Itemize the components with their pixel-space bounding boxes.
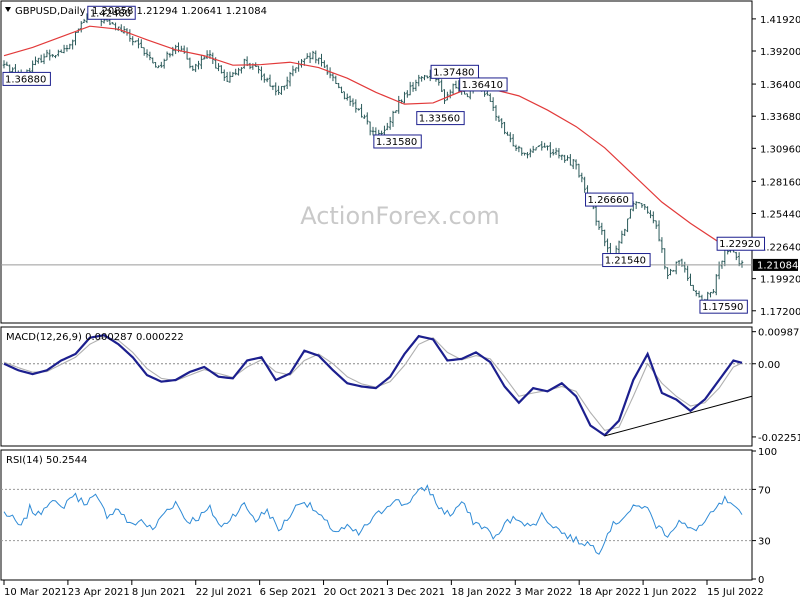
price-y-axis: 1.41920 1.39200 1.36400 1.33680 1.30960 1.281… — [752, 15, 800, 318]
x-tick-label: 22 Jul 2021 — [196, 587, 253, 598]
price-annotation: 1.36410 — [459, 77, 508, 92]
moving-average-line — [3, 25, 743, 248]
current-price-tag: 1.21084 — [753, 258, 798, 271]
price-pane-frame — [0, 0, 753, 324]
price-tick-label: 1.28160 — [760, 177, 800, 188]
ohlc-header: 1.20858 1.21294 1.20641 1.21084 — [92, 6, 267, 17]
x-tick-label: 6 Sep 2021 — [260, 587, 317, 598]
x-tick-label: 18 Jan 2022 — [451, 587, 511, 598]
price-annotation: 1.22920 — [716, 236, 766, 251]
price-tick-label: 1.30960 — [760, 144, 800, 155]
price-title: GBPUSD,Daily 1.20858 1.21294 1.20641 1.2… — [5, 6, 267, 17]
rsi-y-axis: 100 70 30 0 — [1, 447, 777, 586]
macd-tick-label: 0.00 — [758, 360, 780, 371]
rsi-tick-label: 70 — [758, 485, 771, 496]
price-annotation-label: 1.33560 — [419, 114, 460, 125]
price-annotation-label: 1.22920 — [719, 239, 760, 250]
dropdown-arrow-icon[interactable] — [5, 7, 11, 12]
rsi-line — [3, 484, 743, 555]
macd-series-signal — [3, 336, 743, 431]
x-axis: 10 Mar 2021 23 Apr 2021 8 Jun 2021 22 Jul 2… — [3, 580, 764, 598]
price-annotation: 1.33560 — [416, 111, 465, 126]
price-annotation: 1.31580 — [373, 134, 422, 149]
price-tick-label: 1.33680 — [760, 112, 800, 123]
chart-symbol-title: GBPUSD,Daily — [15, 6, 86, 17]
price-annotation-label: 1.36880 — [5, 74, 46, 85]
macd-title: MACD(12,26,9) 0.000287 0.000222 — [6, 332, 184, 343]
rsi-series-line — [3, 484, 743, 555]
x-tick-label: 1 Jun 2022 — [643, 587, 697, 598]
price-annotation-label: 1.42480 — [90, 8, 131, 19]
watermark: ActionForex.com — [300, 202, 500, 230]
x-tick-label: 18 Apr 2022 — [579, 587, 641, 598]
x-tick-label: 3 Mar 2022 — [515, 587, 572, 598]
macd-lines — [3, 333, 743, 437]
current-price-tag-label: 1.21084 — [757, 260, 798, 271]
rsi-tick-label: 30 — [758, 537, 771, 548]
moving-average — [3, 25, 743, 248]
price-annotation: 1.21540 — [602, 253, 651, 268]
price-annotation-label: 1.26660 — [588, 195, 629, 206]
rsi-tick-label: 100 — [758, 447, 777, 458]
rsi-pane-frame — [0, 449, 753, 581]
price-tick-label: 1.36400 — [760, 80, 800, 91]
x-tick-label: 23 Apr 2021 — [68, 587, 130, 598]
macd-trendline — [604, 395, 753, 437]
x-tick-label: 10 Mar 2021 — [4, 587, 67, 598]
price-annotation-label: 1.36410 — [462, 80, 503, 91]
price-annotation-label: 1.17590 — [702, 302, 743, 313]
price-annotation: 1.37480 — [430, 64, 479, 79]
price-tick-label: 1.22640 — [760, 243, 800, 254]
price-tick-label: 1.19920 — [760, 275, 800, 286]
x-tick-label: 3 Dec 2021 — [387, 587, 445, 598]
macd-tick-label: -0.022516 — [758, 433, 800, 444]
price-tick-label: 1.39200 — [760, 47, 800, 58]
price-tick-label: 1.17200 — [760, 307, 800, 318]
macd-y-axis: 0.009872 0.00 -0.022516 — [1, 328, 800, 444]
price-annotation: 1.36880 — [2, 71, 51, 86]
rsi-tick-label: 0 — [758, 575, 764, 586]
macd-trendline-line — [604, 395, 753, 437]
price-annotation: 1.42480 — [87, 5, 136, 20]
x-tick-label: 20 Oct 2021 — [324, 587, 386, 598]
macd-series-macd — [3, 333, 743, 437]
price-tick-label: 1.41920 — [760, 15, 800, 26]
price-annotation-label: 1.31580 — [376, 137, 417, 148]
macd-tick-label: 0.009872 — [758, 328, 800, 339]
rsi-title: RSI(14) 50.2544 — [6, 455, 87, 466]
price-annotation: 1.26660 — [585, 192, 634, 207]
price-tick-label: 1.25440 — [760, 209, 800, 220]
x-tick-label: 15 Jul 2022 — [707, 587, 764, 598]
price-annotations: 1.42480 1.36880 1.37480 1.36410 1.33560 1.315… — [2, 5, 766, 314]
price-annotation: 1.17590 — [699, 299, 748, 314]
price-annotation-label: 1.21540 — [605, 256, 646, 267]
price-annotation-label: 1.37480 — [433, 67, 474, 78]
x-tick-label: 8 Jun 2021 — [132, 587, 186, 598]
